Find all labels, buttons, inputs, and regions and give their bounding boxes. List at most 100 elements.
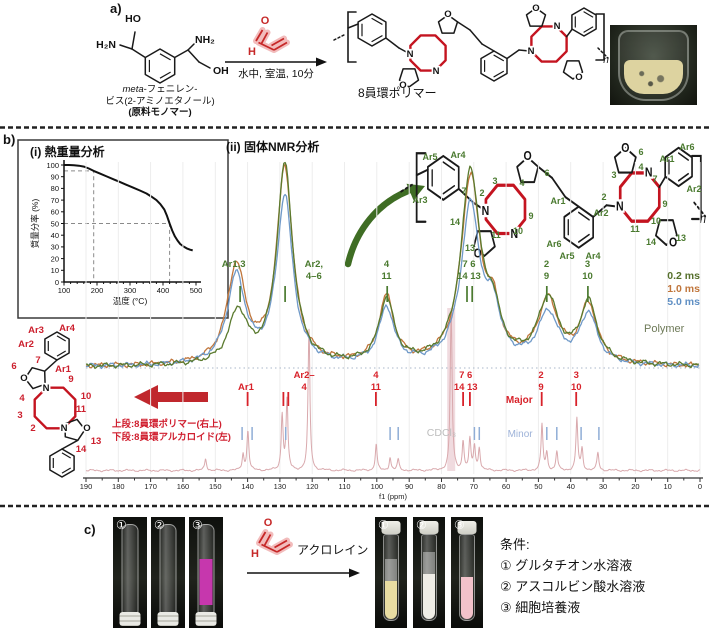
svg-text:10: 10 [651, 216, 661, 226]
svg-text:10: 10 [664, 482, 672, 491]
svg-text:80: 80 [437, 482, 445, 491]
svg-text:90: 90 [51, 173, 59, 182]
svg-text:30: 30 [599, 482, 607, 491]
svg-text:2: 2 [601, 192, 606, 202]
svg-text:14: 14 [646, 237, 656, 247]
svg-text:Ar1: Ar1 [238, 382, 255, 393]
svg-text:6: 6 [544, 168, 549, 178]
tube-number-2: ② [154, 518, 165, 532]
svg-text:40: 40 [567, 482, 575, 491]
tube-cap [119, 612, 141, 626]
svg-text:20: 20 [631, 482, 639, 491]
svg-text:7 6: 7 6 [462, 259, 475, 270]
green-curved-arrow [344, 187, 412, 268]
before-tube-2-photo: ② [151, 517, 185, 628]
legend-item-10ms: 1.0 ms [667, 283, 700, 295]
tube-cap [457, 521, 477, 534]
svg-text:300: 300 [124, 286, 137, 295]
svg-text:100: 100 [58, 286, 71, 295]
monomer-caption-line3: (原料モノマー) [128, 107, 192, 118]
svg-text:Ar1: Ar1 [659, 154, 674, 164]
red-arrow-head [134, 385, 158, 409]
svg-text:9: 9 [538, 382, 543, 393]
svg-text:0: 0 [698, 482, 702, 491]
svg-text:180: 180 [112, 482, 125, 491]
frost [423, 552, 435, 574]
legend-item-50ms: 5.0 ms [667, 296, 700, 308]
acrolein-in-a [248, 15, 287, 58]
svg-text:30: 30 [51, 243, 59, 252]
reaction-arrow-c-head [349, 568, 360, 578]
svg-text:Ar3: Ar3 [412, 195, 427, 205]
svg-text:20: 20 [51, 254, 59, 263]
test-tube [459, 534, 475, 621]
svg-text:2: 2 [544, 259, 549, 270]
svg-text:14 13: 14 13 [457, 271, 481, 282]
svg-text:9: 9 [68, 374, 73, 385]
svg-text:4: 4 [519, 178, 524, 188]
svg-text:f1 (ppm): f1 (ppm) [379, 492, 407, 501]
svg-text:O: O [20, 373, 27, 384]
svg-text:NH₂: NH₂ [195, 34, 215, 46]
monomer-caption-line2: ビス(2-アミノエタノール) [105, 95, 215, 107]
svg-text:9: 9 [544, 271, 549, 282]
tube-number-2: ② [416, 518, 427, 532]
monomer-caption-meta: meta [122, 84, 144, 95]
svg-text:3: 3 [492, 176, 497, 186]
svg-text:50: 50 [51, 219, 59, 228]
svg-text:2: 2 [479, 188, 484, 198]
svg-text:10: 10 [582, 271, 593, 282]
svg-text:4: 4 [19, 393, 25, 404]
svg-text:Ar2: Ar2 [593, 208, 608, 218]
svg-text:9: 9 [528, 211, 533, 221]
test-tube [421, 534, 437, 621]
before-tube-3-photo: ③ [189, 517, 223, 628]
svg-text:13: 13 [465, 243, 475, 253]
svg-text:Ar1,3: Ar1,3 [222, 259, 246, 270]
svg-text:10: 10 [51, 266, 59, 275]
svg-text:温度 (°C): 温度 (°C) [113, 296, 148, 306]
svg-text:OH: OH [213, 65, 229, 77]
svg-text:CDCl₃: CDCl₃ [427, 427, 456, 439]
svg-text:11: 11 [76, 404, 87, 415]
svg-text:2: 2 [30, 423, 35, 434]
svg-text:0: 0 [55, 278, 59, 287]
svg-text:Ar1: Ar1 [55, 364, 72, 375]
spectrum-note: 上段:8員環ポリマー(右上) 下段:8員環アルカロイド(左) [112, 419, 231, 444]
test-tube [197, 524, 215, 614]
svg-text:質量分率 (%): 質量分率 (%) [30, 199, 40, 249]
svg-text:14: 14 [76, 444, 87, 455]
panel-b-label: b) [3, 132, 16, 147]
monomer-caption: meta-フェニレン- ビス(2-アミノエタノール) (原料モノマー) [85, 84, 235, 119]
svg-text:Ar2,: Ar2, [305, 259, 323, 270]
svg-text:Ar2: Ar2 [18, 339, 34, 350]
product-powder [624, 60, 683, 94]
panel-c-label: c) [84, 522, 96, 537]
tube-cap [381, 521, 401, 534]
svg-text:Minor: Minor [508, 429, 534, 440]
product-vial [618, 30, 689, 101]
svg-text:11: 11 [630, 224, 640, 234]
tube-number-1: ① [116, 518, 127, 532]
after-tube-1-photo: ① [375, 517, 407, 628]
tga-box [17, 139, 229, 319]
svg-text:140: 140 [241, 482, 254, 491]
svg-text:13: 13 [676, 233, 686, 243]
svg-text:Ar4: Ar4 [450, 150, 465, 160]
svg-text:N: N [61, 423, 68, 434]
tga-title: (i) 熱重量分析 [30, 145, 105, 159]
pink-liquid [461, 577, 473, 619]
conditions-block: 条件: ① グルタチオン水溶液 ② アスコルビン酸水溶液 ③ 細胞培養液 [500, 534, 645, 618]
svg-text:60: 60 [502, 482, 510, 491]
svg-text:3: 3 [17, 410, 22, 421]
tube-cap [195, 612, 217, 626]
monomer-caption-rest: -フェニレン- [143, 84, 198, 95]
svg-text:60: 60 [51, 208, 59, 217]
svg-text:9: 9 [662, 199, 667, 209]
nmr-legend: 0.2 ms 1.0 ms 5.0 ms [610, 270, 700, 309]
test-tube [121, 524, 139, 614]
svg-text:Ar6: Ar6 [546, 239, 561, 249]
tube-cap [157, 612, 179, 626]
panel-a-label: a) [110, 1, 122, 16]
